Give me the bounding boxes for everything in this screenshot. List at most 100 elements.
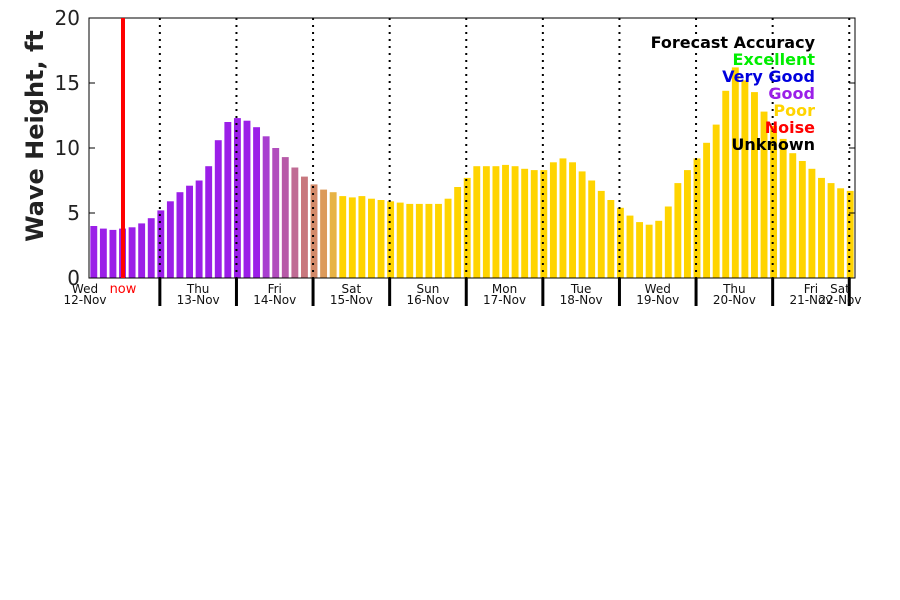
bar	[368, 198, 375, 278]
bar	[291, 167, 299, 278]
day-weekday-label: Sat	[342, 282, 362, 296]
day-weekday-label: Fri	[804, 282, 818, 296]
legend-entry: Noise	[765, 118, 815, 137]
bar	[253, 127, 261, 278]
bar	[789, 153, 797, 278]
bar	[406, 203, 414, 278]
legend-entry: Excellent	[733, 50, 816, 69]
bar	[435, 203, 442, 278]
bar	[731, 67, 739, 279]
bar	[387, 201, 395, 278]
bar	[243, 120, 251, 278]
day-weekday-label: Sun	[417, 282, 440, 296]
bar	[166, 201, 174, 278]
bar	[779, 138, 787, 278]
bar	[502, 164, 509, 278]
bar	[444, 198, 452, 278]
bar	[205, 166, 213, 278]
day-date-label: 22-Nov	[818, 293, 861, 307]
bar	[559, 158, 567, 278]
bar	[300, 176, 308, 278]
y-tick-label: 15	[55, 71, 80, 95]
day-date-label: 17-Nov	[483, 293, 526, 307]
y-axis: 0 5 10 15 20	[55, 6, 855, 290]
day-weekday-label: Tue	[570, 282, 592, 296]
bar	[415, 203, 423, 278]
bar	[569, 162, 576, 278]
y-tick-label: 0	[67, 266, 80, 290]
bar	[712, 124, 720, 278]
bar	[549, 162, 557, 278]
bar	[195, 180, 203, 278]
bar	[310, 184, 318, 278]
day-weekday-label: Mon	[492, 282, 517, 296]
bar	[578, 171, 586, 278]
bar	[693, 158, 701, 278]
legend-entry: Very Good	[722, 67, 815, 86]
bar	[425, 203, 433, 278]
bar	[109, 229, 117, 278]
bar	[339, 196, 347, 278]
bar	[473, 166, 481, 278]
bar	[377, 200, 385, 278]
bar	[597, 190, 605, 278]
day-weekday-label: Sat	[830, 282, 850, 296]
bar	[396, 202, 404, 278]
bar	[837, 188, 845, 278]
day-date-label: 20-Nov	[713, 293, 756, 307]
now-marker: now	[110, 18, 137, 297]
day-dividers	[158, 18, 851, 278]
bar	[683, 170, 691, 278]
bar	[329, 192, 337, 278]
bar	[262, 136, 270, 278]
day-date-label: 15-Nov	[330, 293, 373, 307]
legend-entry: Good	[768, 84, 815, 103]
day-weekday-label: Wed	[645, 282, 671, 296]
day-date-label: 21-Nov	[789, 293, 832, 307]
day-weekday-label: Thu	[186, 282, 210, 296]
day-date-label: 18-Nov	[560, 293, 603, 307]
bar	[463, 177, 471, 278]
bar	[751, 92, 758, 278]
bar	[358, 196, 366, 278]
y-tick-label: 5	[67, 201, 80, 225]
bars-group	[90, 67, 854, 279]
bar	[703, 142, 711, 278]
bar	[798, 161, 806, 278]
bar	[827, 183, 835, 278]
bar	[540, 170, 548, 278]
day-date-label: 16-Nov	[406, 293, 449, 307]
bar	[492, 166, 500, 278]
bar	[482, 166, 490, 278]
day-date-label: 13-Nov	[177, 293, 220, 307]
bar	[741, 80, 749, 279]
bar	[233, 118, 241, 278]
day-weekday-label: Thu	[722, 282, 746, 296]
bar	[607, 200, 615, 278]
bar	[674, 183, 682, 278]
bar	[224, 122, 232, 278]
bar	[128, 227, 136, 278]
legend-entry: Unknown	[731, 135, 815, 154]
now-label: now	[110, 282, 137, 297]
bar	[99, 228, 107, 278]
bar	[320, 189, 328, 278]
bar	[722, 90, 730, 278]
y-tick-label: 20	[55, 6, 80, 30]
bar	[511, 166, 519, 278]
bar	[645, 224, 653, 278]
bar	[454, 187, 462, 278]
bar	[281, 157, 289, 278]
bar	[808, 168, 816, 278]
y-tick-label: 10	[55, 136, 80, 160]
legend-title: Forecast Accuracy	[651, 33, 816, 52]
day-date-label: 19-Nov	[636, 293, 679, 307]
bar	[626, 215, 634, 278]
bar	[272, 148, 280, 278]
day-weekday-label: Fri	[268, 282, 282, 296]
legend-entry: Poor	[773, 101, 815, 120]
bar	[186, 185, 193, 278]
bar	[138, 223, 146, 278]
